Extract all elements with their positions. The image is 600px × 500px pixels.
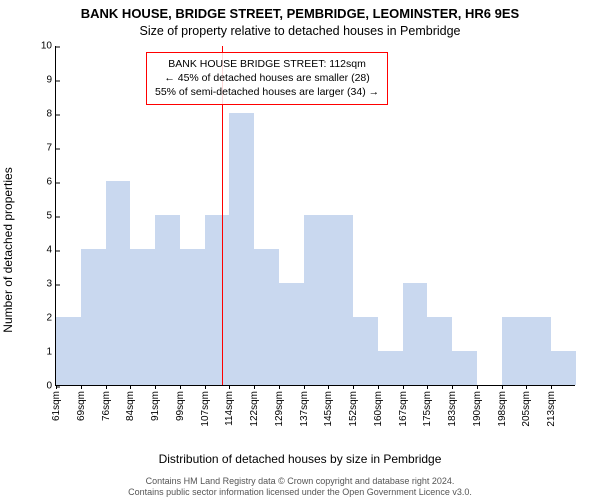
x-tick: 129sqm — [274, 385, 285, 427]
x-tick: 152sqm — [348, 385, 359, 427]
histogram-bar — [81, 249, 106, 385]
histogram-bar — [254, 249, 279, 385]
y-tick: 8 — [46, 109, 56, 120]
x-tick: 213sqm — [546, 385, 557, 427]
x-tick: 107sqm — [200, 385, 211, 427]
y-tick: 6 — [46, 177, 56, 188]
annotation-line: BANK HOUSE BRIDGE STREET: 112sqm — [155, 57, 379, 71]
x-tick: 198sqm — [497, 385, 508, 427]
x-axis-label: Distribution of detached houses by size … — [0, 452, 600, 466]
histogram-bar — [229, 113, 254, 385]
y-tick: 7 — [46, 143, 56, 154]
chart-footer: Contains HM Land Registry data © Crown c… — [0, 476, 600, 499]
x-tick: 76sqm — [101, 385, 112, 421]
chart-title: BANK HOUSE, BRIDGE STREET, PEMBRIDGE, LE… — [0, 6, 600, 21]
x-tick: 69sqm — [76, 385, 87, 421]
histogram-bar — [130, 249, 155, 385]
histogram-bar — [502, 317, 527, 385]
chart-container: BANK HOUSE, BRIDGE STREET, PEMBRIDGE, LE… — [0, 0, 600, 500]
x-tick: 99sqm — [175, 385, 186, 421]
histogram-bar — [551, 351, 576, 385]
x-tick: 137sqm — [299, 385, 310, 427]
histogram-bar — [279, 283, 304, 385]
histogram-bar — [328, 215, 353, 385]
y-tick: 5 — [46, 211, 56, 222]
histogram-bar — [403, 283, 428, 385]
footer-line-1: Contains HM Land Registry data © Crown c… — [0, 476, 600, 487]
histogram-bar — [378, 351, 403, 385]
x-tick: 167sqm — [398, 385, 409, 427]
annotation-line: ← 45% of detached houses are smaller (28… — [155, 71, 379, 85]
histogram-bar — [180, 249, 205, 385]
y-tick: 9 — [46, 75, 56, 86]
histogram-bar — [304, 215, 329, 385]
histogram-bar — [205, 215, 230, 385]
x-tick: 122sqm — [249, 385, 260, 427]
x-tick: 205sqm — [521, 385, 532, 427]
x-tick: 145sqm — [323, 385, 334, 427]
y-tick: 3 — [46, 279, 56, 290]
y-tick: 10 — [41, 41, 56, 52]
x-tick: 114sqm — [224, 385, 235, 426]
histogram-bar — [526, 317, 551, 385]
y-axis-label: Number of detached properties — [1, 167, 15, 332]
histogram-bar — [452, 351, 477, 385]
annotation-box: BANK HOUSE BRIDGE STREET: 112sqm← 45% of… — [146, 52, 388, 105]
histogram-bar — [56, 317, 81, 385]
footer-line-2: Contains public sector information licen… — [0, 487, 600, 498]
y-tick: 4 — [46, 245, 56, 256]
histogram-bar — [155, 215, 180, 385]
x-tick: 84sqm — [125, 385, 136, 421]
histogram-bar — [106, 181, 131, 385]
y-tick: 2 — [46, 313, 56, 324]
x-tick: 91sqm — [150, 385, 161, 421]
plot-area: 01234567891061sqm69sqm76sqm84sqm91sqm99s… — [55, 46, 575, 386]
chart-subtitle: Size of property relative to detached ho… — [0, 24, 600, 38]
histogram-bar — [353, 317, 378, 385]
x-tick: 61sqm — [51, 385, 62, 421]
x-tick: 183sqm — [447, 385, 458, 427]
annotation-line: 55% of semi-detached houses are larger (… — [155, 85, 379, 99]
y-tick: 1 — [46, 347, 56, 358]
x-tick: 190sqm — [472, 385, 483, 427]
x-tick: 160sqm — [373, 385, 384, 427]
histogram-bar — [427, 317, 452, 385]
x-tick: 175sqm — [422, 385, 433, 427]
